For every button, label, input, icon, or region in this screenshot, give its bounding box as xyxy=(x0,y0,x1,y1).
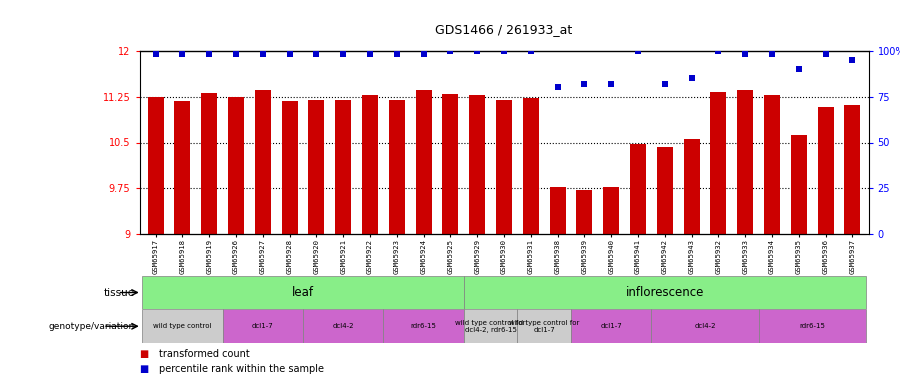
Point xyxy=(551,84,565,90)
Bar xyxy=(255,90,271,234)
Point xyxy=(148,51,163,57)
Bar xyxy=(576,190,592,234)
Point xyxy=(202,51,216,57)
Text: transformed count: transformed count xyxy=(159,350,250,359)
Bar xyxy=(309,100,324,234)
Bar xyxy=(335,100,351,234)
Bar xyxy=(817,107,833,234)
Text: dcl4-2: dcl4-2 xyxy=(332,323,354,329)
Bar xyxy=(550,187,565,234)
Bar xyxy=(523,98,539,234)
Bar xyxy=(684,140,699,234)
Bar xyxy=(175,101,191,234)
Bar xyxy=(657,147,673,234)
Text: wild type control for
dcl4-2, rdr6-15: wild type control for dcl4-2, rdr6-15 xyxy=(455,320,526,333)
Bar xyxy=(383,309,464,343)
Bar xyxy=(443,94,458,234)
Bar xyxy=(416,90,432,234)
Point xyxy=(176,51,190,57)
Point xyxy=(283,51,297,57)
Bar xyxy=(464,276,866,309)
Text: tissue: tissue xyxy=(104,288,135,297)
Point xyxy=(577,81,591,87)
Point xyxy=(631,48,645,54)
Text: leaf: leaf xyxy=(292,286,314,299)
Bar xyxy=(737,90,753,234)
Point xyxy=(818,51,832,57)
Bar xyxy=(362,95,378,234)
Text: ■: ■ xyxy=(140,364,152,374)
Text: GDS1466 / 261933_at: GDS1466 / 261933_at xyxy=(436,22,572,36)
Bar xyxy=(652,309,759,343)
Bar xyxy=(710,92,726,234)
Bar xyxy=(148,97,164,234)
Text: ■: ■ xyxy=(140,350,152,359)
Point xyxy=(470,48,484,54)
Point xyxy=(417,51,431,57)
Bar xyxy=(844,105,860,234)
Text: genotype/variation: genotype/variation xyxy=(49,322,135,331)
Point xyxy=(604,81,618,87)
Bar xyxy=(469,95,485,234)
Bar xyxy=(282,101,298,234)
Point xyxy=(524,48,538,54)
Bar xyxy=(303,309,383,343)
Point xyxy=(765,51,779,57)
Text: wild type control for
dcl1-7: wild type control for dcl1-7 xyxy=(509,320,580,333)
Bar xyxy=(496,100,512,234)
Point xyxy=(229,51,243,57)
Point xyxy=(443,48,457,54)
Text: inflorescence: inflorescence xyxy=(626,286,704,299)
Bar xyxy=(603,187,619,234)
Text: dcl4-2: dcl4-2 xyxy=(694,323,716,329)
Point xyxy=(792,66,806,72)
Bar xyxy=(764,95,780,234)
Point xyxy=(711,48,725,54)
Bar xyxy=(228,97,244,234)
Point xyxy=(336,51,350,57)
Bar xyxy=(759,309,866,343)
Bar xyxy=(201,93,217,234)
Bar xyxy=(142,309,222,343)
Text: wild type control: wild type control xyxy=(153,323,211,329)
Point xyxy=(256,51,270,57)
Bar xyxy=(630,144,646,234)
Point xyxy=(738,51,752,57)
Bar xyxy=(464,309,518,343)
Point xyxy=(497,48,511,54)
Point xyxy=(658,81,672,87)
Point xyxy=(684,75,698,81)
Point xyxy=(310,51,324,57)
Text: dcl1-7: dcl1-7 xyxy=(252,323,274,329)
Bar xyxy=(791,135,807,234)
Bar xyxy=(389,100,405,234)
Bar xyxy=(571,309,652,343)
Point xyxy=(363,51,377,57)
Text: rdr6-15: rdr6-15 xyxy=(410,323,436,329)
Bar xyxy=(142,276,464,309)
Bar xyxy=(222,309,303,343)
Text: rdr6-15: rdr6-15 xyxy=(799,323,825,329)
Bar xyxy=(518,309,571,343)
Point xyxy=(390,51,404,57)
Text: dcl1-7: dcl1-7 xyxy=(600,323,622,329)
Text: percentile rank within the sample: percentile rank within the sample xyxy=(159,364,324,374)
Point xyxy=(845,57,859,63)
